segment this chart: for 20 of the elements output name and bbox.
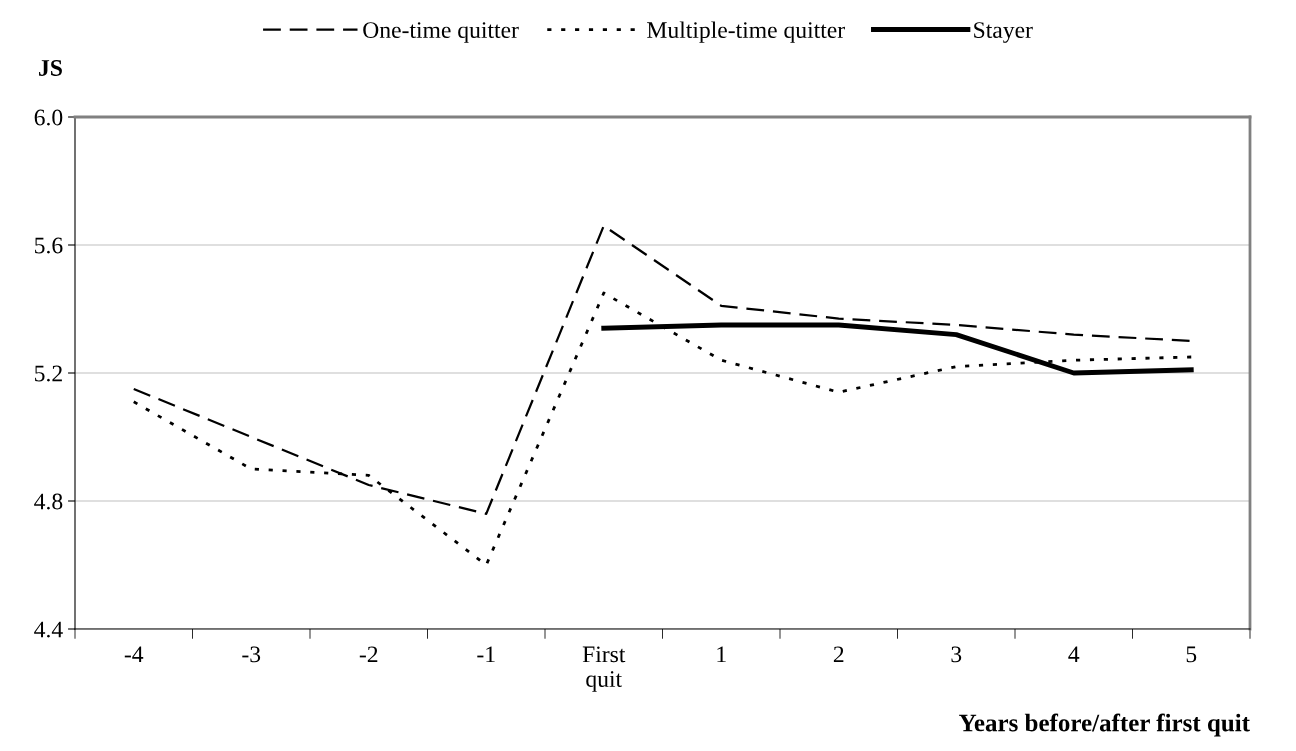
y-axis-title: JS (39, 60, 62, 76)
x-tick-label: -4 (124, 646, 144, 663)
legend-label: Stayer (974, 22, 1033, 43)
legend-label: One-time quitter (363, 22, 519, 43)
legend-label: Multiple-time quitter (647, 21, 845, 43)
x-axis-title: Years before/after first quit (959, 713, 1250, 737)
y-tick-label: 5.6 (35, 237, 63, 254)
x-tick-label: 1 (717, 646, 726, 663)
x-tick-label: 2 (833, 646, 844, 663)
x-tick-label: -2 (359, 646, 378, 663)
x-tick-label: First quit (582, 646, 626, 692)
y-tick-label: 5.2 (35, 365, 62, 382)
x-tick-label: 3 (951, 646, 962, 663)
y-tick-label: 4.4 (34, 621, 63, 638)
x-tick-label: 4 (1068, 646, 1080, 663)
x-tick-label: 5 (1186, 646, 1197, 663)
x-tick-label: -1 (477, 646, 495, 663)
y-tick-label: 6.0 (34, 109, 63, 126)
y-tick-label: 4.8 (34, 493, 63, 510)
x-tick-label: -3 (242, 646, 261, 663)
